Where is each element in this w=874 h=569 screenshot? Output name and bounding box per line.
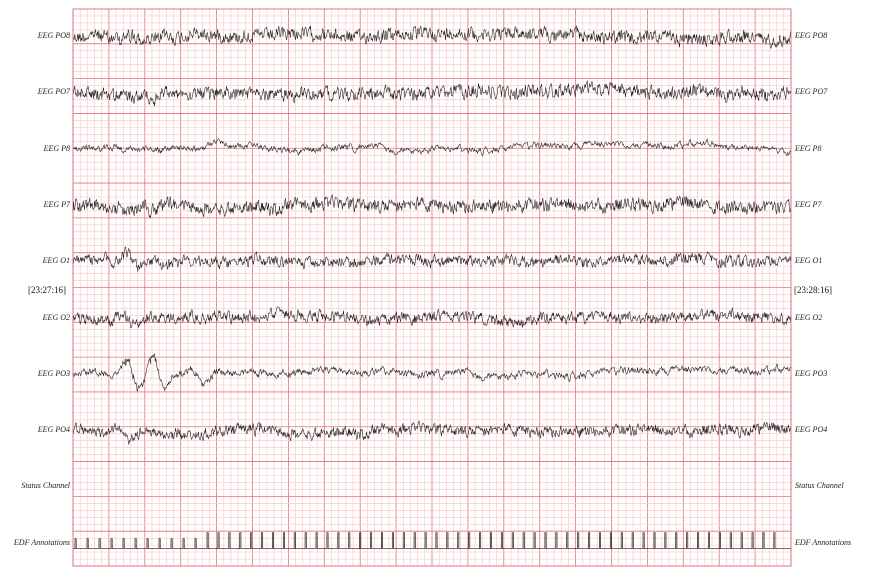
trace-edf-annotations [73,532,791,550]
channel-label-right-eeg-po4: EEG PO4 [795,425,828,435]
time-end-label: [23:28:16] [794,285,832,295]
channel-label-right-eeg-o1: EEG O1 [795,256,823,266]
channel-label-right-edf-annotations: EDF Annotations [795,537,852,547]
channel-label-right-eeg-po3: EEG PO3 [795,368,828,378]
channel-label-right-eeg-p7: EEG P7 [795,199,822,209]
channel-label-right-eeg-o2: EEG O2 [795,312,823,322]
grid [72,8,792,567]
channel-label-left-eeg-po7: EEG PO7 [37,87,70,97]
trace-eeg-p7 [72,194,791,219]
channel-label-left-status-channel: Status Channel [21,481,70,491]
time-start-label: [23:27:16] [28,285,66,295]
channel-label-right-status-channel: Status Channel [795,481,844,491]
channel-label-left-eeg-o2: EEG O2 [42,312,70,322]
channel-label-left-eeg-p8: EEG P8 [43,143,70,153]
trace-eeg-p8 [72,138,791,157]
trace-eeg-po3 [72,353,791,392]
traces [72,25,791,550]
channel-label-left-eeg-po8: EEG PO8 [37,31,70,40]
trace-eeg-po4 [72,420,791,445]
channel-label-left-edf-annotations: EDF Annotations [13,537,70,547]
trace-eeg-po7 [72,80,791,107]
trace-eeg-o2 [72,306,791,329]
channel-label-left-eeg-po4: EEG PO4 [37,425,70,435]
channel-label-right-eeg-po7: EEG PO7 [795,87,828,97]
channel-label-right-eeg-p8: EEG P8 [795,143,822,153]
channel-label-right-eeg-po8: EEG PO8 [795,31,828,40]
trace-eeg-o1 [72,246,791,272]
channel-label-left-eeg-p7: EEG P7 [43,199,70,209]
channel-label-left-eeg-po3: EEG PO3 [37,368,70,378]
trace-eeg-po8 [72,25,791,49]
plot-frame [72,8,792,567]
channel-label-left-eeg-o1: EEG O1 [42,256,70,266]
